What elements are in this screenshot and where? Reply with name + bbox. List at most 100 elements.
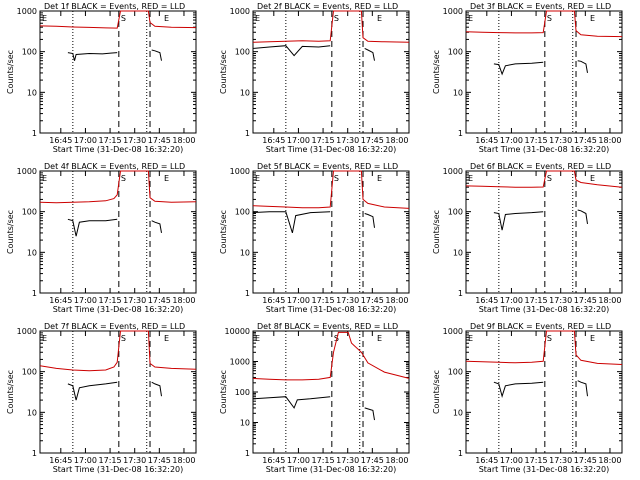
panel-8-ytick-label: 10 — [240, 419, 250, 428]
panel-6-xtick-label: 17:15 — [525, 296, 548, 305]
panel-6-xtick-label: 17:45 — [574, 296, 597, 305]
panel-6-xtick-label: 18:00 — [598, 296, 621, 305]
panel-2-events-line — [252, 45, 331, 57]
panel-1-lld-line — [39, 10, 197, 29]
panel-7-ylabel: Counts/sec — [6, 370, 15, 414]
panel-8-xtick-label: 17:30 — [336, 456, 359, 465]
panel-2-xtick-label: 17:30 — [336, 136, 359, 145]
panel-5-xtick-label: 17:15 — [312, 296, 335, 305]
panel-6-events-line — [493, 211, 544, 231]
panel-1-ytick-label: 1 — [32, 129, 37, 138]
panel-3-xtick-label: 17:45 — [574, 136, 597, 145]
panel-8-frame — [252, 330, 410, 454]
panel-7-xtick-label: 18:00 — [172, 456, 195, 465]
panel-1-xtick-label: 17:30 — [123, 136, 146, 145]
panel-2-xlabel: Start Time (31-Dec-08 16:32:20) — [266, 145, 397, 154]
panel-6-events-line-post — [577, 209, 588, 224]
panel-1-ytick-label: 1000 — [17, 7, 37, 16]
panel-3-xtick-label: 17:30 — [549, 136, 572, 145]
panel-8-ytick-label: 1 — [245, 449, 250, 458]
panel-4-ytick-label: 1 — [32, 289, 37, 298]
panel-7-frame — [39, 330, 197, 454]
panel-9-frame — [465, 330, 623, 454]
panel-7-events-line — [67, 381, 118, 401]
panel-7-marker-e: E — [42, 334, 47, 343]
panel-6-marker-e: E — [590, 174, 595, 183]
panel-8-xtick-label: 17:00 — [287, 456, 310, 465]
panel-4-ytick-label: 1000 — [17, 167, 37, 176]
panel-3-lld-line — [465, 10, 623, 38]
panel-8-xtick-label: 16:45 — [262, 456, 285, 465]
panel-5-xtick-label: 17:00 — [287, 296, 310, 305]
panel-7-events-line-post — [151, 381, 162, 397]
panel-2-marker-s: S — [334, 14, 339, 23]
panel-3-ytick-label: 1000 — [443, 7, 463, 16]
panel-4-title: Det 4f BLACK = Events, RED = LLD — [44, 162, 185, 171]
panel-2-title: Det 2f BLACK = Events, RED = LLD — [257, 2, 398, 11]
panel-4-ytick-label: 10 — [27, 248, 37, 257]
panel-5-ytick-label: 1000 — [230, 167, 250, 176]
panel-2-ytick-label: 1000 — [230, 7, 250, 16]
panel-6-ytick-label: 1000 — [443, 167, 463, 176]
panel-5-xlabel: Start Time (31-Dec-08 16:32:20) — [266, 305, 397, 314]
panel-5-events-line-post — [364, 213, 375, 228]
panel-9-ytick-label: 10 — [453, 408, 463, 417]
panel-3-xtick-label: 17:00 — [500, 136, 523, 145]
panel-8-ylabel: Counts/sec — [219, 370, 228, 414]
panel-9-xtick-label: 17:00 — [500, 456, 523, 465]
panel-7-xtick-label: 17:30 — [123, 456, 146, 465]
panel-8-xtick-label: 18:00 — [385, 456, 408, 465]
panel-6-marker-s: S — [547, 174, 552, 183]
panel-7-ytick-label: 100 — [22, 368, 37, 377]
panel-6-ytick-label: 100 — [448, 208, 463, 217]
panel-5-xtick-label: 16:45 — [262, 296, 285, 305]
panel-9-events-line — [493, 381, 544, 398]
panel-1-ylabel: Counts/sec — [6, 50, 15, 94]
panel-2-frame — [252, 10, 410, 134]
panel-3-title: Det 3f BLACK = Events, RED = LLD — [470, 2, 611, 11]
panel-9-marker-s: S — [547, 334, 552, 343]
panel-5-marker-s: S — [334, 174, 339, 183]
panel-5-ytick-label: 100 — [235, 208, 250, 217]
panel-6-frame — [465, 170, 623, 294]
panel-2-xtick-label: 17:45 — [361, 136, 384, 145]
panel-4-xtick-label: 17:45 — [148, 296, 171, 305]
panel-4-xtick-label: 18:00 — [172, 296, 195, 305]
panel-8-xtick-label: 17:45 — [361, 456, 384, 465]
panel-7-xtick-label: 17:15 — [99, 456, 122, 465]
panel-9-lld-line — [465, 330, 623, 365]
panel-6-lld-line — [465, 170, 623, 188]
panel-1-ytick-label: 10 — [27, 88, 37, 97]
panel-8-events-line-post — [364, 407, 375, 421]
panel-9-ylabel: Counts/sec — [432, 370, 441, 414]
panel-5-ytick-label: 10 — [240, 248, 250, 257]
panel-9-events-line-post — [577, 380, 588, 397]
panel-9-title: Det 9f BLACK = Events, RED = LLD — [470, 322, 611, 331]
panel-8-ytick-label: 1000 — [230, 358, 250, 367]
panel-9-xtick-label: 17:15 — [525, 456, 548, 465]
panel-5-marker-e: E — [255, 174, 260, 183]
panel-7-xtick-label: 17:45 — [148, 456, 171, 465]
panel-7-title: Det 7f BLACK = Events, RED = LLD — [44, 322, 185, 331]
panel-5-xtick-label: 17:30 — [336, 296, 359, 305]
panel-4-xlabel: Start Time (31-Dec-08 16:32:20) — [53, 305, 184, 314]
panel-5-lld-line — [252, 170, 410, 209]
panel-4-frame — [39, 170, 197, 294]
panel-6-ytick-label: 10 — [453, 248, 463, 257]
panel-6-xtick-label: 17:30 — [549, 296, 572, 305]
panel-8-ytick-label: 10000 — [225, 327, 250, 336]
panel-3-ylabel: Counts/sec — [432, 50, 441, 94]
panel-3-marker-e: E — [590, 14, 595, 23]
panel-5-title: Det 5f BLACK = Events, RED = LLD — [257, 162, 398, 171]
panel-3-ytick-label: 1 — [458, 129, 463, 138]
panel-5-xtick-label: 17:45 — [361, 296, 384, 305]
panel-2-ylabel: Counts/sec — [219, 50, 228, 94]
panel-2-xtick-label: 18:00 — [385, 136, 408, 145]
panel-2-xtick-label: 17:00 — [287, 136, 310, 145]
panel-4-xtick-label: 17:00 — [74, 296, 97, 305]
panel-2-lld-line — [252, 10, 410, 43]
panel-3-events-line-post — [577, 60, 588, 73]
panel-8-lld-line — [252, 331, 410, 381]
panel-7-lld-line — [39, 330, 197, 372]
panel-4-ytick-label: 100 — [22, 208, 37, 217]
